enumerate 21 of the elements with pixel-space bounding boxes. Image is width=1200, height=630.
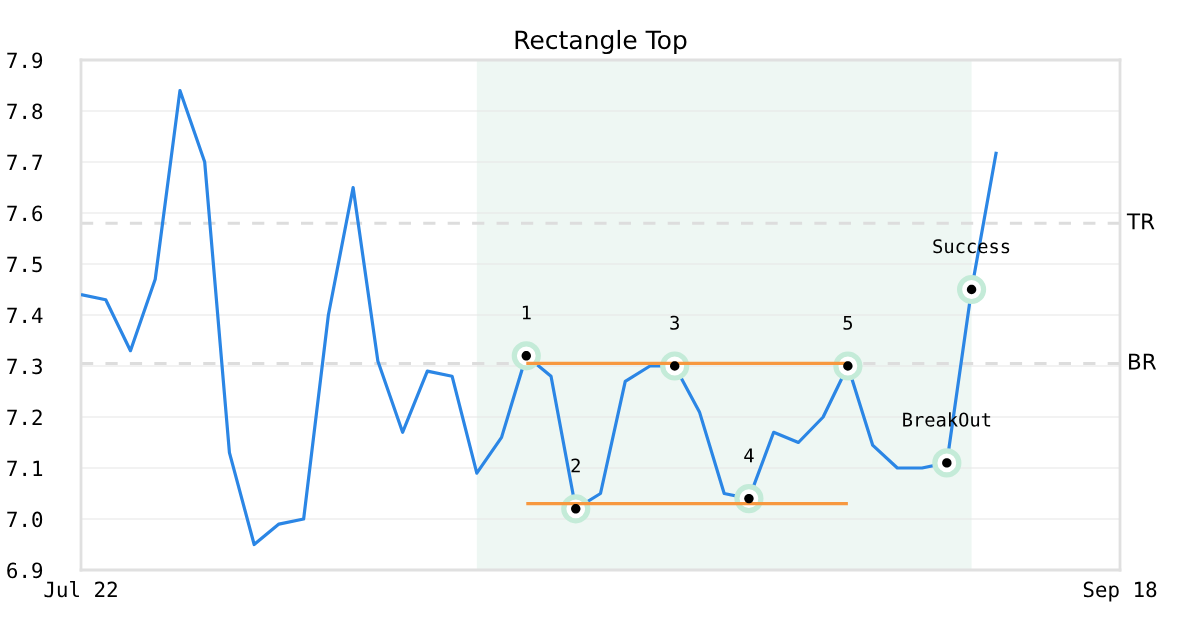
ref-line-label: TR xyxy=(1126,213,1155,230)
annotation: 1 xyxy=(522,305,531,320)
annotation: 5 xyxy=(843,315,853,330)
y-tick-label: 7.1 xyxy=(7,460,43,476)
y-tick-label: 7.8 xyxy=(7,103,43,120)
y-tick-label: 7.3 xyxy=(7,358,42,375)
x-tick-label: Jul 22 xyxy=(44,581,117,598)
y-tick-label: 6.9 xyxy=(7,562,43,579)
chart-title: Rectangle Top xyxy=(515,29,687,55)
y-tick-label: 7.6 xyxy=(7,205,43,222)
y-tick-label: 7.7 xyxy=(7,154,42,170)
annotation: 4 xyxy=(744,448,754,463)
y-tick-label: 7.4 xyxy=(7,307,43,323)
y-tick-label: 7.0 xyxy=(7,511,43,528)
annotation: 3 xyxy=(670,315,679,330)
y-tick-label: 7.2 xyxy=(7,409,42,425)
y-tick-label: 7.9 xyxy=(7,52,43,69)
y-tick-label: 7.5 xyxy=(7,256,42,273)
x-tick-label: Sep 18 xyxy=(1083,581,1157,602)
ref-line-label: BR xyxy=(1129,353,1157,370)
annotation: 2 xyxy=(571,458,580,473)
